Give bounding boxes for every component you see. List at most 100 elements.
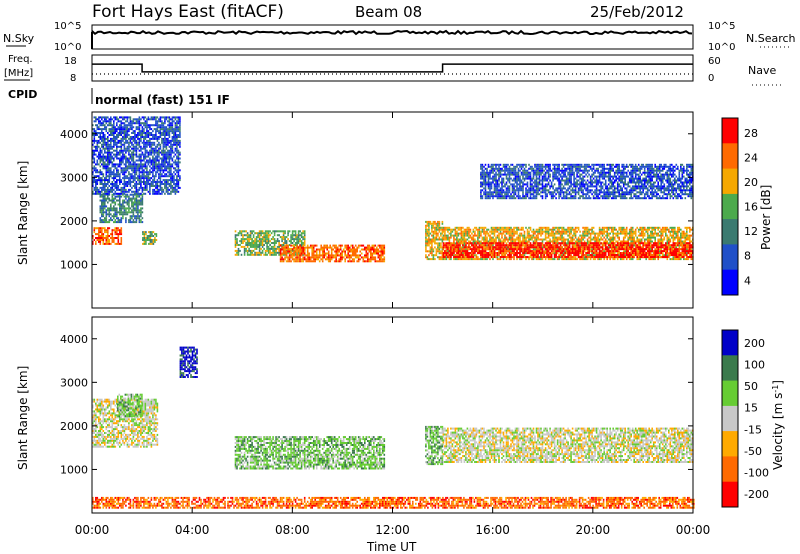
heatmap-cell	[107, 161, 109, 164]
heatmap-cell	[571, 242, 574, 245]
heatmap-cell	[634, 244, 637, 247]
heatmap-cell	[486, 238, 488, 241]
heatmap-cell	[364, 254, 366, 257]
heatmap-cell	[568, 240, 571, 243]
heatmap-cell	[93, 149, 96, 152]
heatmap-cell	[624, 242, 626, 245]
heatmap-cell	[330, 254, 333, 257]
heatmap-cell	[615, 250, 617, 253]
heatmap-cell	[429, 242, 432, 245]
heatmap-cell	[510, 236, 512, 239]
heatmap-cell	[469, 242, 472, 245]
heatmap-cell	[459, 254, 461, 256]
heatmap-cell	[579, 252, 581, 254]
heatmap-cell	[640, 252, 643, 254]
heatmap-cell	[332, 244, 334, 247]
heatmap-cell	[432, 258, 435, 261]
heatmap-cell	[543, 256, 545, 258]
heatmap-cell	[451, 248, 454, 251]
heatmap-cell	[553, 250, 556, 253]
heatmap-cell	[666, 240, 669, 243]
heatmap-cell	[432, 230, 435, 233]
heatmap-cell	[475, 254, 478, 257]
heatmap-cell	[110, 219, 112, 222]
heatmap-cell	[477, 256, 479, 259]
heatmap-cell	[104, 165, 106, 168]
heatmap-cell	[529, 228, 532, 231]
heatmap-cell	[142, 239, 144, 241]
heatmap-cell	[630, 246, 632, 249]
heatmap-cell	[483, 240, 485, 243]
heatmap-cell	[671, 254, 673, 256]
heatmap-cell	[628, 230, 631, 233]
heatmap-cell	[137, 199, 139, 202]
heatmap-cell	[510, 246, 512, 249]
heatmap-cell	[489, 248, 491, 251]
heatmap-cell	[621, 230, 623, 233]
heatmap-cell	[502, 230, 505, 233]
heatmap-cell	[481, 238, 484, 241]
heatmap-cell	[105, 137, 108, 140]
heatmap-cell	[622, 240, 625, 243]
heatmap-cell	[457, 258, 460, 261]
heatmap-cell	[445, 238, 448, 241]
heatmap-cell	[475, 248, 478, 251]
heatmap-cell	[113, 179, 115, 182]
heatmap-cell	[463, 228, 466, 231]
heatmap-cell	[492, 250, 494, 253]
heatmap-cell	[354, 256, 357, 259]
heatmap-cell	[285, 236, 288, 239]
heatmap-cell	[480, 252, 482, 254]
heatmap-cell	[275, 253, 277, 256]
heatmap-cell	[120, 205, 123, 208]
heatmap-cell	[657, 228, 659, 231]
heatmap-cell	[663, 230, 666, 233]
heatmap-cell	[290, 251, 292, 254]
heatmap-cell	[604, 242, 607, 245]
heatmap-cell	[425, 248, 427, 251]
heatmap-cell	[558, 258, 560, 261]
heatmap-cell	[646, 250, 649, 253]
heatmap-cell	[99, 221, 102, 224]
heatmap-cell	[633, 242, 635, 245]
heatmap-cell	[583, 232, 586, 235]
heatmap-cell	[114, 237, 117, 239]
heatmap-cell	[677, 250, 679, 253]
heatmap-cell	[459, 256, 461, 258]
heatmap-cell	[499, 258, 502, 261]
heatmap-cell	[377, 252, 380, 255]
heatmap-cell	[657, 238, 659, 241]
heatmap-cell	[645, 244, 647, 247]
heatmap-cell	[240, 242, 243, 244]
heatmap-cell	[604, 252, 607, 254]
heatmap-cell	[240, 232, 243, 235]
heatmap-cell	[374, 256, 377, 259]
heatmap-cell	[634, 242, 637, 245]
heatmap-cell	[442, 242, 445, 245]
heatmap-cell	[678, 256, 681, 258]
heatmap-cell	[320, 246, 322, 249]
heatmap-cell	[472, 228, 475, 231]
heatmap-cell	[630, 230, 632, 233]
heatmap-cell	[425, 220, 427, 223]
heatmap-cell	[478, 232, 481, 235]
heatmap-cell	[243, 240, 246, 243]
heatmap-cell	[285, 256, 288, 259]
heatmap-cell	[592, 226, 595, 229]
heatmap-cell	[92, 124, 94, 127]
heatmap-cell	[444, 254, 446, 257]
heatmap-cell	[669, 232, 672, 235]
heatmap-cell	[540, 246, 542, 249]
heatmap-cell	[272, 251, 274, 254]
heatmap-cell	[98, 132, 100, 134]
heatmap-cell	[567, 248, 569, 251]
heatmap-cell	[110, 139, 112, 142]
heatmap-cell	[299, 254, 301, 257]
heatmap-cell	[351, 254, 354, 257]
heatmap-cell	[357, 244, 360, 247]
heatmap-cell	[104, 211, 106, 214]
heatmap-cell	[281, 244, 283, 246]
heatmap-cell	[339, 252, 342, 255]
heatmap-cell	[561, 238, 563, 241]
heatmap-cell	[507, 238, 509, 241]
